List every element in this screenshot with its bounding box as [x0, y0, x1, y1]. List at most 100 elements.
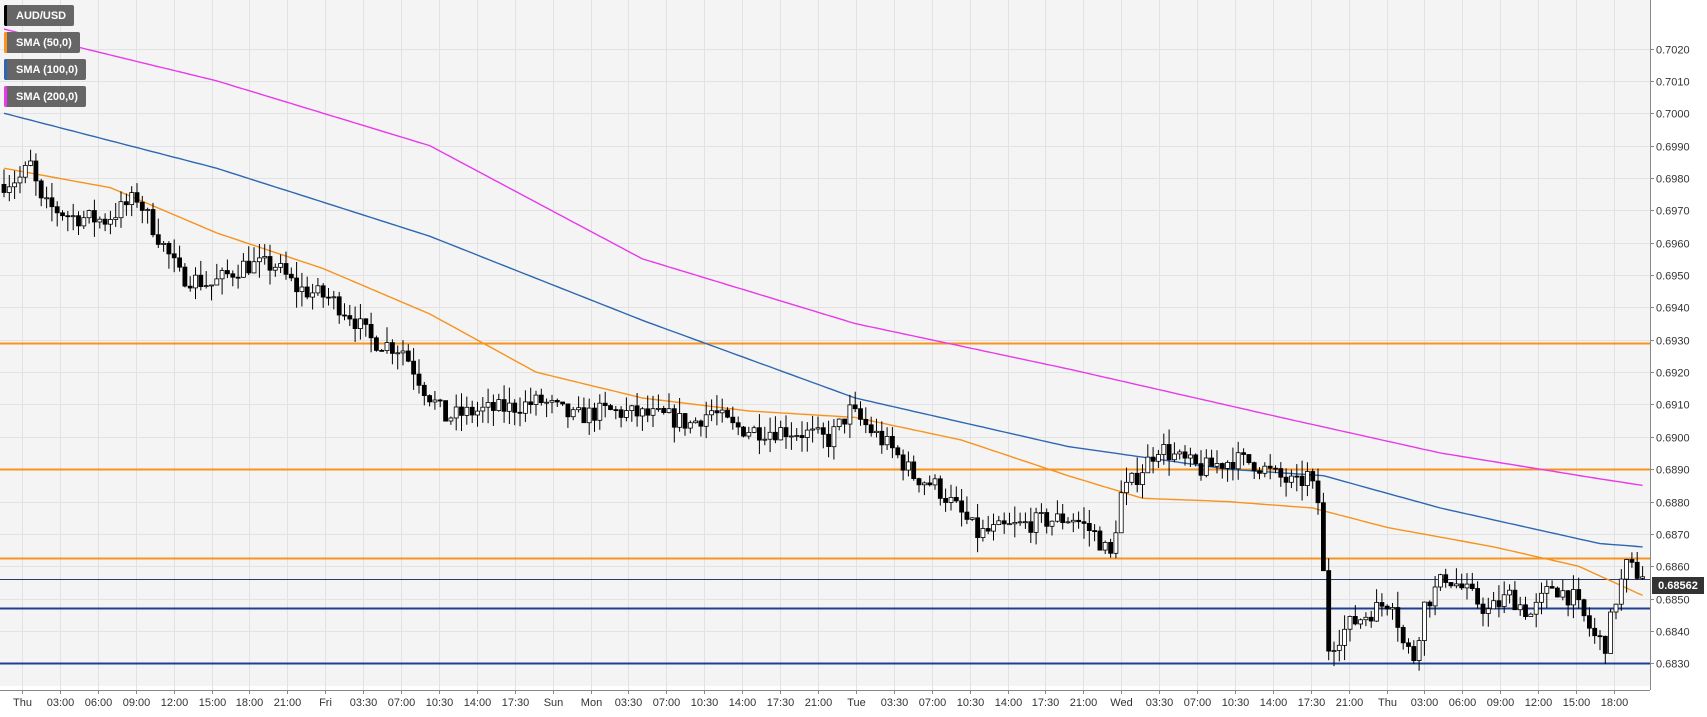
- candle-body-down: [512, 402, 518, 413]
- candlestick: [778, 420, 784, 441]
- candlestick: [714, 395, 720, 426]
- candlestick: [1161, 433, 1167, 465]
- x-tick-label: 03:00: [47, 697, 75, 709]
- candle-body-down: [682, 413, 688, 429]
- x-tick-label: 03:30: [615, 697, 643, 709]
- candle-body-down: [1230, 461, 1236, 470]
- candlestick: [501, 385, 507, 423]
- candlestick: [1294, 464, 1300, 492]
- candle-body-up: [129, 192, 135, 206]
- candlestick: [783, 415, 789, 449]
- candlestick: [230, 270, 236, 287]
- candle-body-down: [1, 183, 7, 193]
- candle-body-up: [1118, 492, 1124, 534]
- candle-body-up: [400, 350, 406, 354]
- candlestick: [682, 413, 688, 436]
- candle-body-down: [469, 406, 475, 416]
- candlestick: [1113, 520, 1119, 559]
- candlestick: [1214, 450, 1220, 474]
- candlestick: [906, 451, 911, 477]
- x-tick-label: 21:00: [1336, 697, 1364, 709]
- x-tick-label: 06:00: [1449, 697, 1477, 709]
- candle-body-up: [1049, 520, 1055, 527]
- candle-body-up: [475, 410, 480, 416]
- candle-body-down: [608, 405, 613, 411]
- candlestick: [1454, 568, 1459, 589]
- candlestick: [1102, 540, 1108, 554]
- candlestick: [1278, 462, 1284, 487]
- candle-body-down: [411, 360, 417, 375]
- candle-body-up: [209, 284, 214, 287]
- candlestick: [459, 393, 464, 431]
- candlestick: [1033, 507, 1039, 545]
- candle-body-down: [352, 318, 358, 330]
- candlestick: [145, 207, 151, 224]
- candlestick: [1395, 591, 1401, 642]
- candlestick: [1, 169, 7, 198]
- candle-body-up: [1416, 640, 1422, 661]
- candlestick: [150, 202, 156, 238]
- candle-body-up: [549, 399, 555, 403]
- candlestick: [336, 291, 342, 324]
- candle-body-down: [1315, 480, 1321, 504]
- candlestick: [161, 241, 167, 252]
- candle-body-down: [389, 342, 395, 354]
- legend-item-sma-100[interactable]: SMA (100,0): [4, 59, 86, 80]
- candlestick: [288, 267, 294, 282]
- candlestick: [1544, 580, 1550, 608]
- y-tick-label: 0.6960: [1656, 239, 1690, 251]
- candlestick: [1485, 597, 1491, 627]
- y-tick-label: 0.7020: [1656, 45, 1690, 57]
- x-tick-label: Tue: [847, 697, 866, 709]
- candle-body-up: [597, 402, 603, 421]
- candlestick: [1528, 612, 1534, 618]
- candlestick: [730, 406, 736, 430]
- candle-body-down: [842, 418, 847, 425]
- x-tick-label: 03:30: [881, 697, 909, 709]
- candle-body-down: [49, 197, 55, 208]
- candlestick: [1209, 449, 1214, 467]
- candlestick: [1145, 444, 1151, 474]
- candlestick: [357, 304, 363, 340]
- x-tick-label: 10:30: [957, 697, 985, 709]
- candlestick: [1081, 507, 1087, 539]
- candle-body-down: [1576, 589, 1582, 601]
- candle-body-down: [1512, 589, 1518, 611]
- legend-item-aud-usd[interactable]: AUD/USD: [4, 5, 75, 26]
- x-tick-label: 03:30: [1146, 697, 1174, 709]
- candle-body-up: [453, 406, 459, 419]
- candlestick: [124, 193, 129, 216]
- candle-body-up: [1422, 601, 1427, 641]
- candle-body-down: [1092, 530, 1097, 532]
- candle-body-down: [1267, 465, 1273, 469]
- candle-body-down: [230, 273, 236, 278]
- candle-body-up: [789, 435, 794, 438]
- candlestick: [1549, 580, 1555, 589]
- legend-item-sma-50[interactable]: SMA (50,0): [4, 32, 80, 53]
- candle-body-down: [1241, 452, 1246, 455]
- candle-body-down: [1406, 642, 1411, 647]
- legend-swatch-icon: [4, 32, 7, 53]
- x-tick-label: 09:00: [123, 697, 151, 709]
- candlestick: [996, 515, 1002, 526]
- candle-body-up: [315, 285, 321, 294]
- candlestick: [1427, 600, 1433, 618]
- candlestick: [847, 394, 853, 438]
- candlestick: [1464, 573, 1470, 600]
- candlestick: [1097, 526, 1103, 551]
- candle-body-up: [299, 286, 305, 292]
- candlestick: [762, 426, 768, 446]
- sma-layer: [3, 28, 1643, 597]
- candle-body-up: [1305, 471, 1310, 487]
- candle-body-down: [730, 416, 736, 424]
- candle-body-down: [911, 461, 917, 479]
- candle-body-down: [602, 402, 608, 407]
- candlestick: [1592, 617, 1598, 644]
- legend-item-sma-200[interactable]: SMA (200,0): [4, 86, 86, 107]
- current-price-tag: 0.68562: [1652, 577, 1704, 594]
- candlestick: [1028, 507, 1034, 543]
- candlestick: [751, 425, 757, 434]
- candle-body-up: [1262, 465, 1268, 474]
